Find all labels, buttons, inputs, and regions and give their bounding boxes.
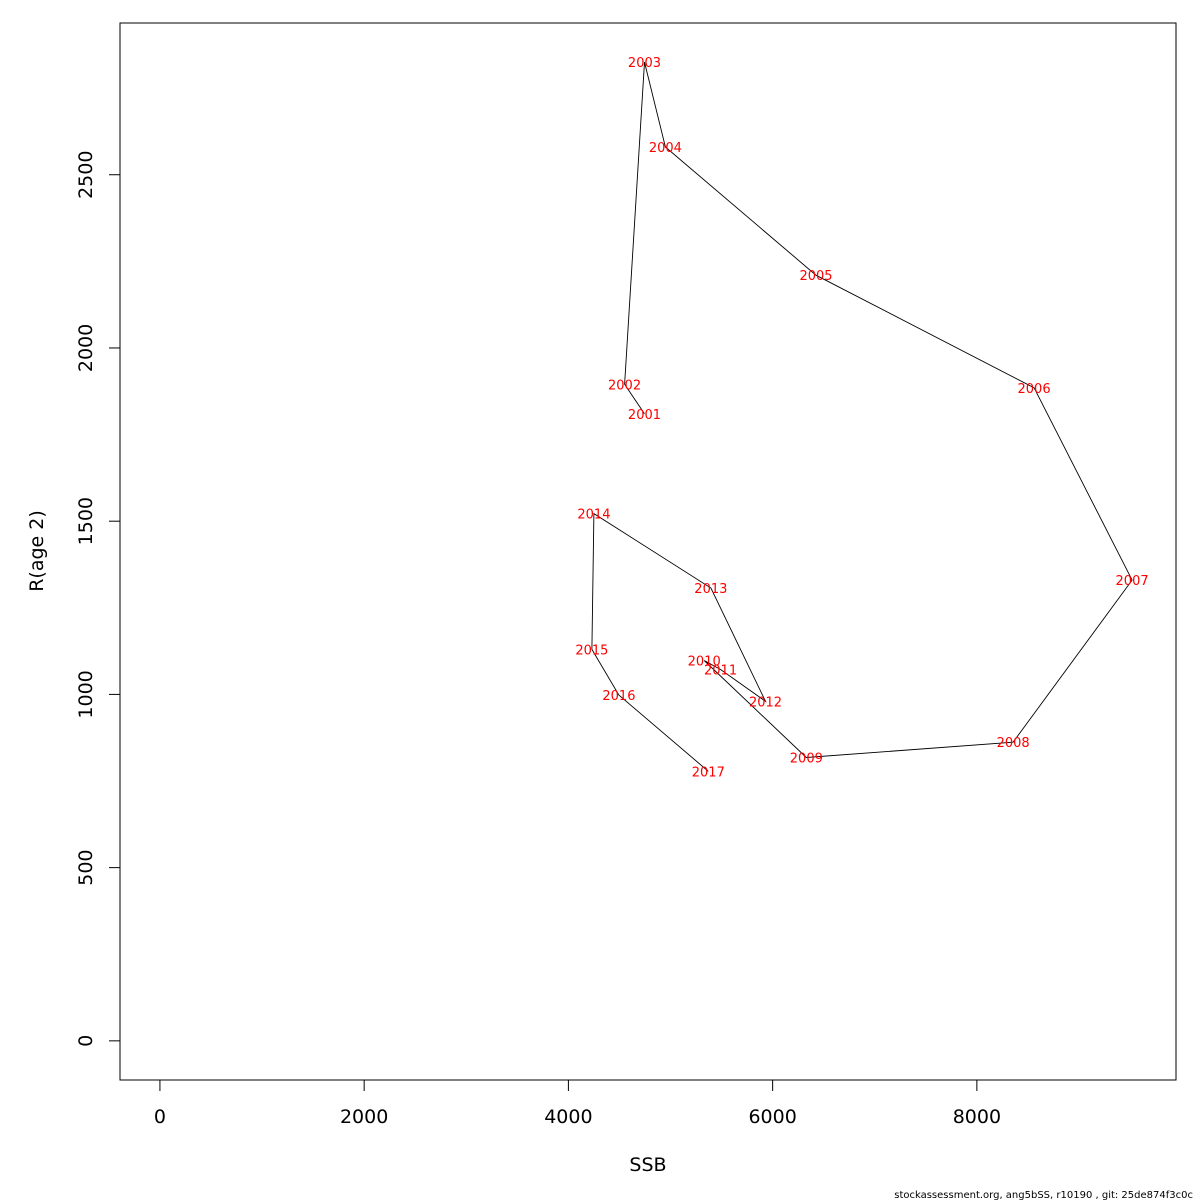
point-label: 2012 (749, 695, 782, 710)
y-axis: 0 500 1000 1500 2000 2500 (75, 151, 121, 1047)
y-tick-label: 500 (75, 849, 97, 885)
x-tick-label: 4000 (544, 1106, 592, 1128)
point-label: 2010 (688, 654, 721, 669)
footer-text: stockassessment.org, ang5bSS, r10190 , g… (894, 1190, 1193, 1200)
point-label: 2003 (628, 56, 661, 71)
point-label: 2006 (1018, 382, 1051, 397)
series-line (591, 61, 1133, 772)
y-tick-label: 1500 (75, 497, 97, 545)
point-label: 2005 (799, 269, 832, 284)
y-tick-label: 1000 (75, 670, 97, 718)
point-label: 2008 (997, 736, 1030, 751)
y-tick-label: 0 (75, 1035, 97, 1047)
point-label: 2004 (649, 141, 682, 156)
point-label: 2016 (602, 689, 635, 704)
plot-frame (119, 22, 1177, 1081)
point-label: 2013 (694, 582, 727, 597)
point-label: 2011 (704, 663, 737, 678)
point-labels: 2001 2002 2003 2004 2005 2006 2007 2008 2009 2010… (575, 56, 1148, 780)
y-tick-label: 2500 (75, 151, 97, 199)
point-label: 2014 (577, 508, 610, 523)
point-label: 2015 (575, 643, 608, 658)
x-axis-title: SSB (629, 1154, 666, 1176)
x-tick-label: 0 (154, 1106, 166, 1128)
point-label: 2017 (692, 765, 725, 780)
y-tick-label: 2000 (75, 324, 97, 372)
x-tick-label: 6000 (748, 1106, 796, 1128)
point-label: 2009 (790, 751, 823, 766)
point-label: 2007 (1116, 574, 1149, 589)
x-axis: 0 2000 4000 6000 8000 (154, 1079, 1001, 1128)
x-tick-label: 8000 (953, 1106, 1001, 1128)
point-label: 2001 (628, 408, 661, 423)
x-tick-label: 2000 (340, 1106, 388, 1128)
y-axis-title: R(age 2) (26, 510, 48, 592)
point-label: 2002 (608, 378, 641, 393)
